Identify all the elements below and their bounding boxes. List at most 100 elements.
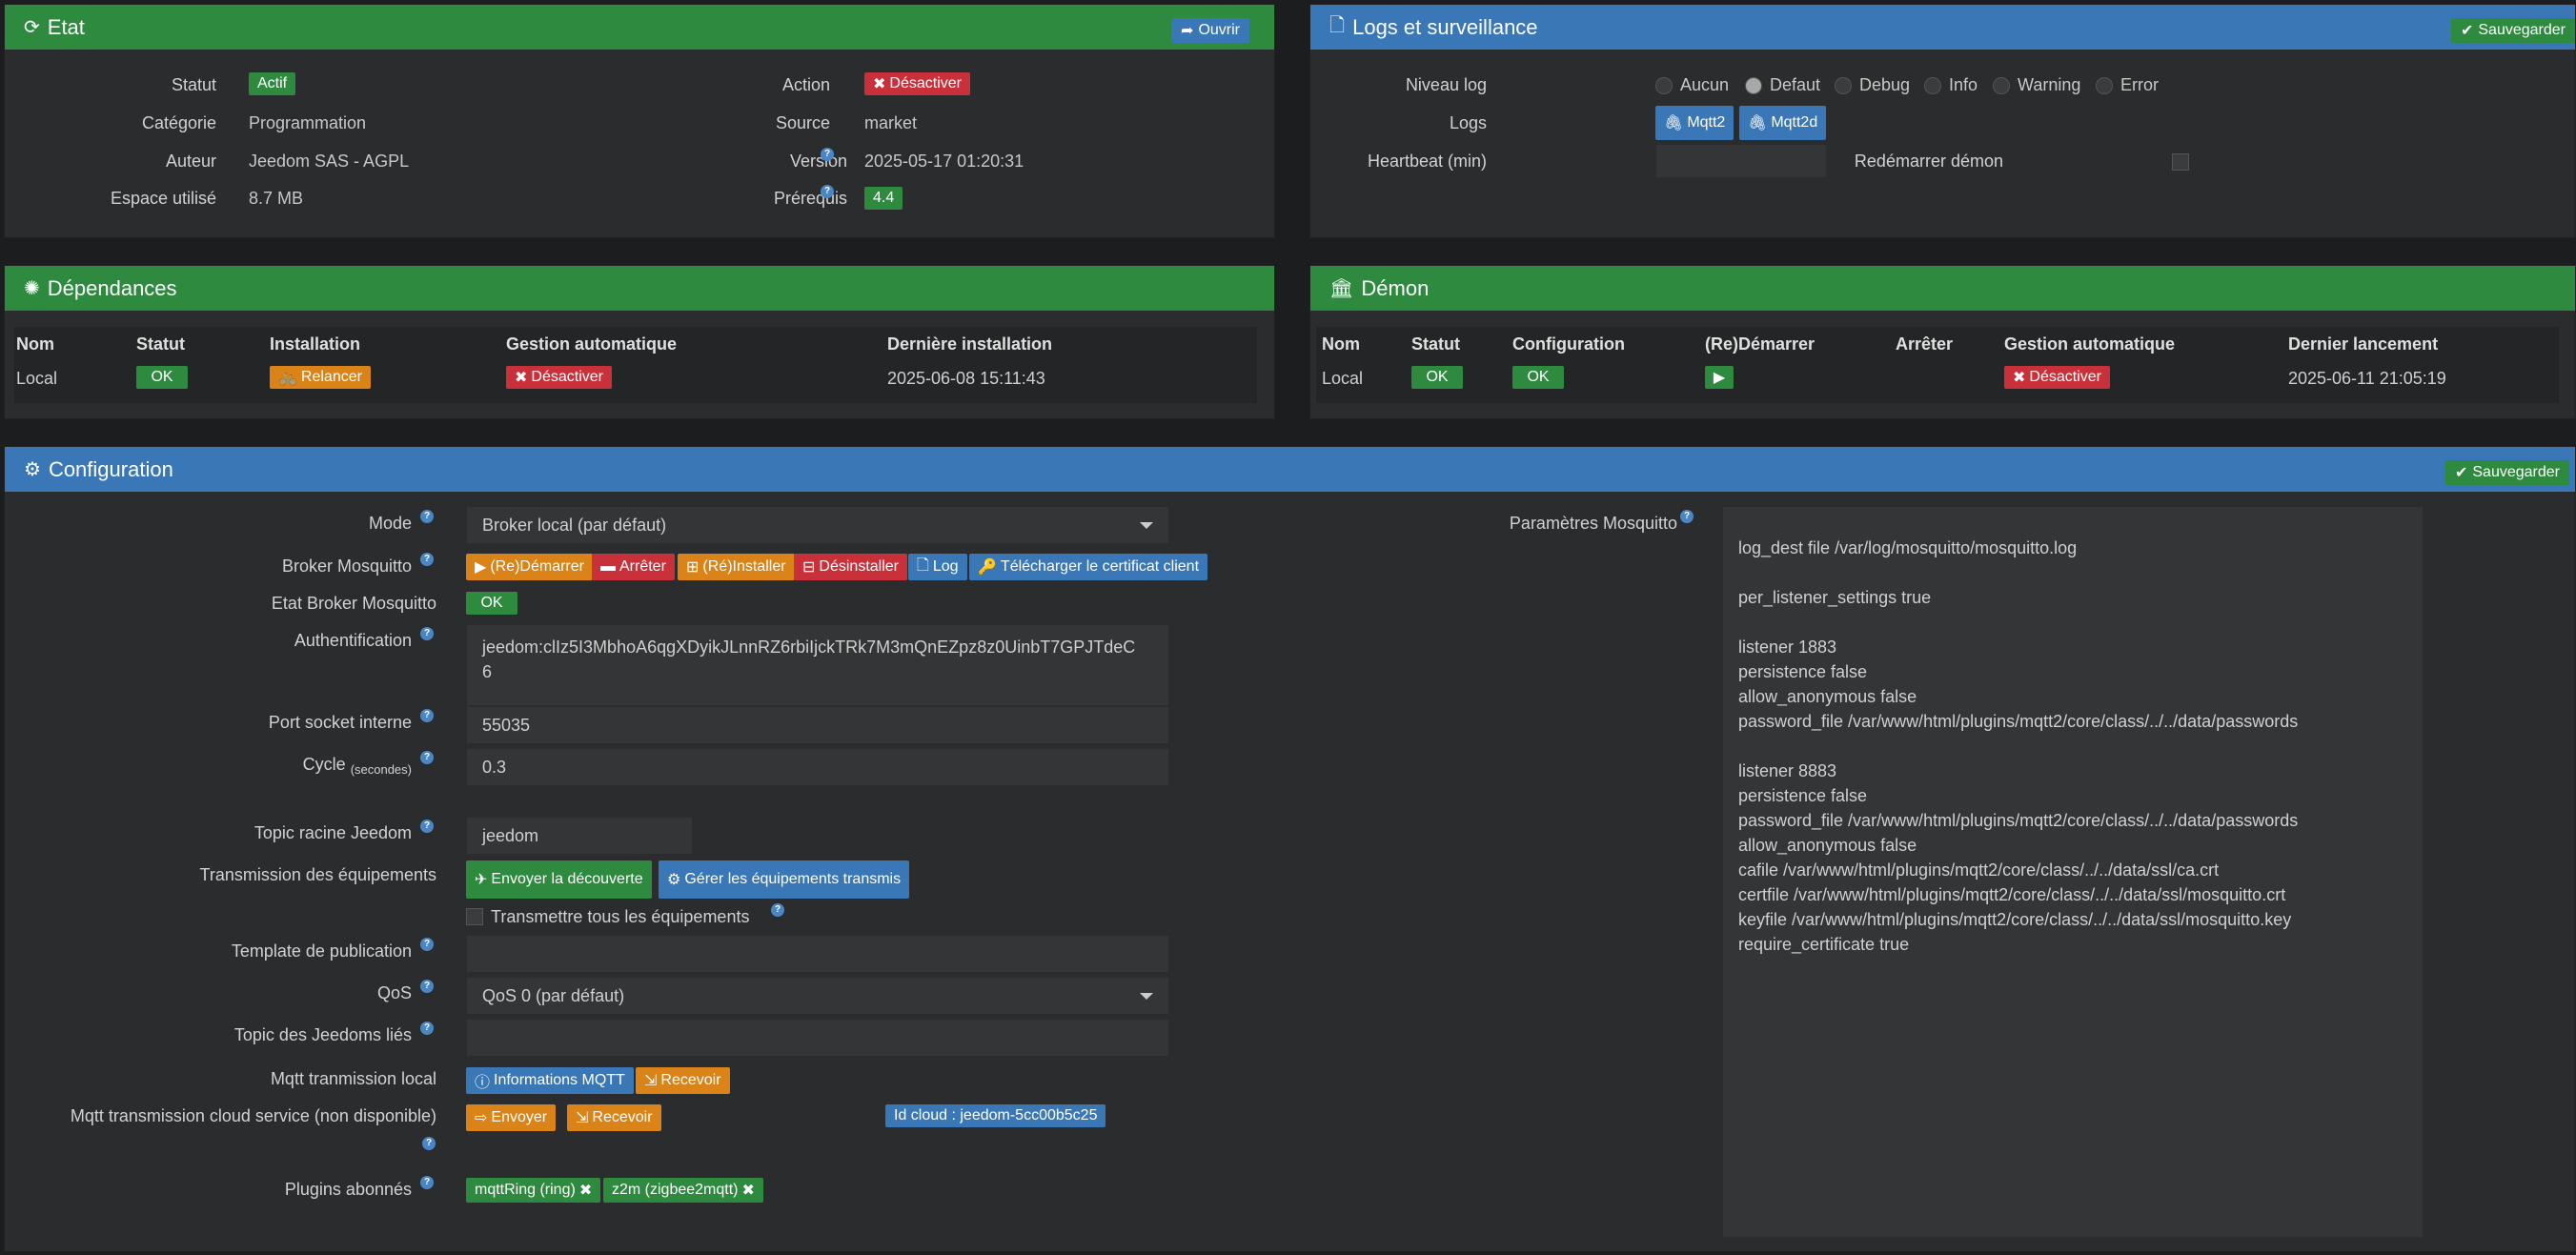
qos-select[interactable]: QoS 0 (par défaut): [466, 977, 1169, 1015]
demon-col-dernier: Dernier lancement: [2288, 334, 2439, 354]
send-icon: ⇨: [475, 1110, 488, 1126]
help-icon[interactable]: ?: [420, 553, 434, 566]
action-deactivate-button[interactable]: ✖ Désactiver: [864, 72, 970, 95]
auth-textarea[interactable]: jeedom:clIz5I3MbhoA6qgXDyikJLnnRZ6rbiIjc…: [466, 624, 1169, 706]
demon-start-button[interactable]: ▶: [1705, 366, 1734, 389]
broker-uninstall-button[interactable]: ⊟ Désinstaller: [794, 554, 907, 580]
restart-daemon-checkbox[interactable]: [2172, 153, 2189, 171]
help-icon[interactable]: ?: [420, 1176, 434, 1189]
espace-value: 8.7 MB: [249, 189, 304, 208]
broker-restart-button[interactable]: ▶ (Re)Démarrer: [466, 554, 593, 580]
etat-broker-label: Etat Broker Mosquitto: [271, 594, 436, 613]
log-level-defaut[interactable]: Defaut: [1745, 75, 1820, 95]
demon-col-statut: Statut: [1411, 334, 1460, 354]
action-label: Action: [781, 75, 830, 94]
source-value: market: [864, 113, 918, 132]
cloud-receive-button[interactable]: ⇲ Recevoir: [567, 1104, 661, 1131]
qos-label: QoS: [376, 983, 412, 1002]
logs-panel: 🗋 Logs et surveillance ✔ Sauvegarder Nive…: [1309, 4, 2576, 238]
template-input[interactable]: [466, 935, 1169, 973]
refresh-icon: ⟳: [24, 17, 40, 38]
help-icon[interactable]: ?: [420, 709, 434, 722]
manage-equipments-button[interactable]: ⚙ Gérer les équipements transmis: [659, 860, 910, 899]
mode-label: Mode: [368, 514, 412, 533]
help-icon[interactable]: ?: [821, 185, 834, 198]
file-icon: 🗋: [917, 557, 929, 574]
dep-deactivate-button[interactable]: ✖ Désactiver: [506, 366, 612, 389]
help-icon[interactable]: ?: [821, 148, 834, 161]
log-level-error[interactable]: Error: [2096, 75, 2159, 95]
mosquitto-line: persistence false: [1738, 662, 1868, 681]
plus-square-icon: ⊞: [686, 559, 700, 576]
topic-input[interactable]: jeedom: [466, 817, 693, 855]
demon-col-configuration: Configuration: [1512, 334, 1625, 354]
log-level-warning[interactable]: Warning: [1993, 75, 2080, 95]
mosquitto-params-label: Paramètres Mosquitto: [1509, 514, 1677, 533]
mosquitto-line: certfile /var/www/html/plugins/mqtt2/cor…: [1738, 885, 2286, 904]
help-icon[interactable]: ?: [420, 627, 434, 640]
mosquitto-line: keyfile /var/www/html/plugins/mqtt2/core…: [1738, 910, 2292, 929]
bicycle-icon: 🚲: [278, 370, 297, 386]
help-icon[interactable]: ?: [420, 1022, 434, 1035]
log-mqtt2d-button[interactable]: 🖇 Mqtt2d: [1739, 106, 1827, 140]
help-icon[interactable]: ?: [420, 510, 434, 523]
help-icon[interactable]: ?: [420, 820, 434, 833]
help-icon[interactable]: ?: [420, 751, 434, 764]
open-button[interactable]: ➦ Ouvrir: [1171, 18, 1249, 43]
dependances-header: ✺ Dépendances: [5, 266, 1274, 311]
config-save-button[interactable]: ✔ Sauvegarder: [2444, 460, 2569, 485]
prerequis-badge: 4.4: [864, 187, 903, 210]
broker-log-button[interactable]: 🗋 Log: [908, 554, 967, 580]
mosquitto-line: persistence false: [1738, 786, 1868, 805]
demon-col-redemarrer: (Re)Démarrer: [1705, 334, 1815, 354]
cloud-transmission-label: Mqtt transmission cloud service (non dis…: [70, 1106, 436, 1125]
paper-plane-icon: ✈: [475, 872, 488, 888]
log-level-info[interactable]: Info: [1924, 75, 1978, 95]
port-label: Port socket interne: [268, 713, 412, 732]
mosquitto-line: listener 1883: [1738, 638, 1837, 657]
mode-select[interactable]: Broker local (par défaut): [466, 506, 1169, 544]
heartbeat-label: Heartbeat (min): [1367, 152, 1487, 171]
play-icon: ▶: [475, 559, 487, 576]
cloud-send-button[interactable]: ⇨ Envoyer: [466, 1104, 557, 1131]
broker-install-button[interactable]: ⊞ (Ré)Installer: [678, 554, 795, 580]
linked-topic-input[interactable]: [466, 1019, 1169, 1057]
restart-daemon-label: Redémarrer démon: [1854, 152, 2003, 171]
source-label: Source: [775, 113, 830, 132]
stop-icon: ▬: [600, 558, 616, 575]
local-receive-button[interactable]: ⇲ Recevoir: [636, 1067, 730, 1094]
transmit-all-checkbox[interactable]: [466, 908, 483, 925]
log-level-aucun[interactable]: Aucun: [1655, 75, 1729, 95]
plugin-tag-ring[interactable]: mqttRing (ring) ✖: [466, 1178, 601, 1203]
etat-header: ⟳ Etat ➦ Ouvrir: [5, 5, 1274, 50]
help-icon[interactable]: ?: [420, 980, 434, 993]
plugin-tag-z2m[interactable]: z2m (zigbee2mqtt) ✖: [603, 1178, 763, 1203]
help-icon[interactable]: ?: [1680, 510, 1694, 523]
log-mqtt2-button[interactable]: 🖇 Mqtt2: [1655, 106, 1734, 140]
demon-deactivate-button[interactable]: ✖ Désactiver: [2004, 366, 2110, 389]
close-icon[interactable]: ✖: [741, 1183, 755, 1199]
espace-label: Espace utilisé: [110, 189, 216, 208]
help-icon[interactable]: ?: [422, 1137, 436, 1150]
demon-title: Démon: [1361, 275, 1430, 300]
mosquitto-params-textarea[interactable]: log_dest file /var/log/mosquitto/mosquit…: [1722, 506, 2424, 1238]
download-cert-button[interactable]: 🔑 Télécharger le certificat client: [969, 554, 1208, 580]
logs-save-button[interactable]: ✔ Sauvegarder: [2450, 18, 2575, 43]
mosquitto-line: password_file /var/www/html/plugins/mqtt…: [1738, 712, 2299, 731]
help-icon[interactable]: ?: [771, 903, 784, 917]
close-icon[interactable]: ✖: [578, 1183, 593, 1199]
heartbeat-input[interactable]: [1655, 144, 1827, 178]
demon-table: [1316, 327, 2559, 403]
mosquitto-line: require_certificate true: [1738, 935, 1910, 954]
help-icon[interactable]: ?: [420, 938, 434, 951]
dep-relaunch-button[interactable]: 🚲 Relancer: [270, 366, 371, 389]
port-input[interactable]: 55035: [466, 706, 1169, 744]
cycle-input[interactable]: 0.3: [466, 748, 1169, 786]
receive-icon: ⇲: [644, 1073, 658, 1089]
mqtt-info-button[interactable]: ⓘ Informations MQTT: [466, 1067, 634, 1094]
broker-label: Broker Mosquitto: [281, 557, 412, 576]
send-discovery-button[interactable]: ✈ Envoyer la découverte: [466, 860, 652, 899]
mosquitto-line: listener 8883: [1738, 761, 1837, 780]
log-level-debug[interactable]: Debug: [1835, 75, 1910, 95]
broker-stop-button[interactable]: ▬ Arrêter: [592, 554, 675, 580]
